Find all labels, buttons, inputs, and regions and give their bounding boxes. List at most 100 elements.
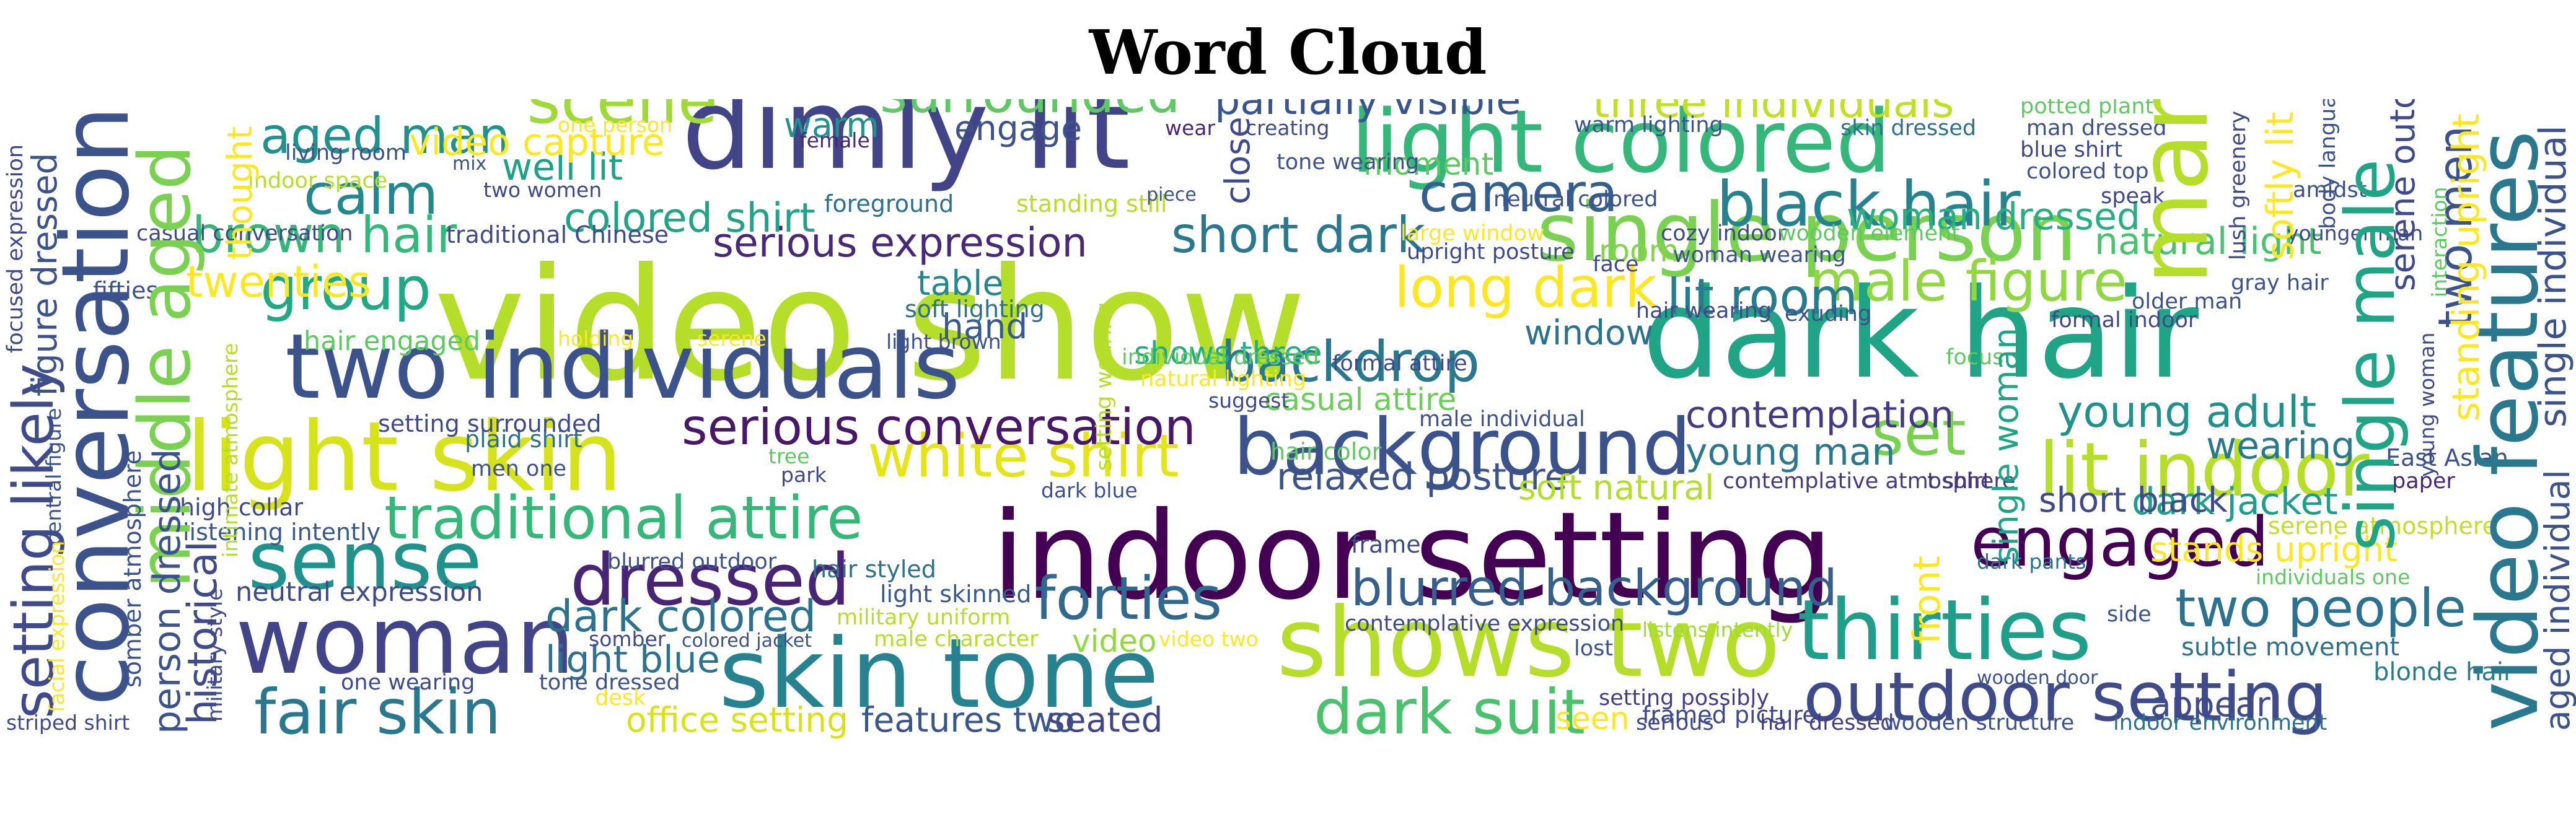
word-body-language: body language xyxy=(2316,99,2341,229)
word-moment: moment xyxy=(1363,146,1494,182)
word-tree: tree xyxy=(768,444,810,468)
word-colored-top: colored top xyxy=(2026,159,2149,184)
word-outdoor-setting: outdoor setting xyxy=(1803,657,2328,737)
word-potted-plant: potted plant xyxy=(2020,99,2154,119)
word-lit-indoor: lit indoor xyxy=(2039,427,2370,514)
word-gray-hair: gray hair xyxy=(2231,271,2329,295)
word-t-shirt: t shirt xyxy=(1927,469,1992,494)
word-fair-skin: fair skin xyxy=(254,676,501,748)
word-skin-dressed: skin dressed xyxy=(1840,116,1977,141)
word-warm-lighting: warm lighting xyxy=(1574,113,1723,138)
word-speak: speak xyxy=(2101,184,2165,209)
word-military-style: military style xyxy=(203,588,227,722)
word-hair-engaged: hair engaged xyxy=(304,326,481,357)
word-paper: paper xyxy=(2392,469,2455,494)
word-camera: camera xyxy=(1419,163,1618,224)
word-neutral-colored: neutral colored xyxy=(1493,187,1658,212)
word-man-dressed: man dressed xyxy=(2026,116,2167,141)
word-relaxed-posture: relaxed posture xyxy=(1277,455,1568,499)
word-male-individual: male individual xyxy=(1419,407,1585,432)
word-facial-expression: facial expression xyxy=(45,540,69,712)
word-fifties: fifties xyxy=(93,277,159,304)
word-light-skinned: light skinned xyxy=(880,580,1032,608)
word-calm: calm xyxy=(304,162,439,227)
word-neutral-expression: neutral expression xyxy=(235,577,483,608)
word-blue-shirt: blue shirt xyxy=(2020,138,2123,162)
word-subtle-movement: subtle movement xyxy=(2181,633,2400,662)
word-indoor-space: indoor space xyxy=(248,168,388,193)
word-seated: seated xyxy=(1047,700,1163,740)
word-hair-color: hair color xyxy=(1270,438,1382,465)
word-plaid-shirt: plaid shirt xyxy=(465,426,582,453)
word-holding: holding xyxy=(558,326,634,351)
word-group: group xyxy=(260,255,431,323)
word-cloud: video show indoor setting dark hair dimly l… xyxy=(0,99,2576,840)
word-focus: focus xyxy=(1946,345,2004,370)
word-seen: seen xyxy=(1555,701,1630,737)
word-soft-natural: soft natural xyxy=(1518,468,1715,507)
word-light-brown: light brown xyxy=(886,330,1001,354)
word-serious: serious xyxy=(1636,711,1714,735)
word-central-figure: central figure xyxy=(42,408,66,545)
word-man: man xyxy=(2117,99,2230,285)
word-warm: warm xyxy=(784,105,879,145)
word-two-individuals: two individuals xyxy=(285,315,961,419)
word-striped-shirt: striped shirt xyxy=(6,711,130,735)
word-upright-posture: upright posture xyxy=(1407,240,1575,265)
word-light-blue: light blue xyxy=(545,638,720,681)
word-listening-intently: listening intently xyxy=(183,518,381,546)
word-room: room xyxy=(1599,233,1679,269)
word-serene-outdoor: serene outdoor xyxy=(2383,99,2422,291)
word-tone-dressed: tone dressed xyxy=(539,670,680,695)
word-wearing: wearing xyxy=(2206,424,2355,468)
word-forties: forties xyxy=(1035,565,1223,633)
word-frame: frame xyxy=(1351,531,1421,558)
word-colored-shirt: colored shirt xyxy=(564,195,815,242)
word-contemplative-expression: contemplative expression xyxy=(1345,611,1625,636)
word-aged-man: aged man xyxy=(260,107,510,165)
word-setting-wearing: setting wearing xyxy=(1092,302,1117,471)
word-scene: scene xyxy=(527,99,718,138)
word-serious-conversation: serious conversation xyxy=(682,398,1196,456)
word-framed-picture: framed picture xyxy=(1642,701,1817,728)
word-wooden-element: wooden element xyxy=(1778,221,1960,246)
word-serene: serene xyxy=(697,326,767,351)
word-dark-pants: dark pants xyxy=(1977,549,2086,574)
word-appear: appear xyxy=(2150,685,2270,724)
word-serious-expression: serious expression xyxy=(713,220,1088,266)
word-piece: piece xyxy=(1146,184,1197,206)
word-three-individuals: three individuals xyxy=(1593,99,1954,128)
word-lit-room: lit room xyxy=(1667,268,1858,326)
word-wooden-door: wooden door xyxy=(1977,667,2098,689)
word-amidst: amidst xyxy=(2293,178,2367,203)
word-single-individual: single individual xyxy=(2531,125,2575,427)
word-stands-upright: stands upright xyxy=(2150,530,2398,569)
word-hair-dressed: hair dressed xyxy=(1760,711,1894,735)
word-hair-wearing: hair wearing xyxy=(1636,299,1772,323)
word-single-person: single person xyxy=(1537,185,2077,279)
word-two-people: two people xyxy=(2175,578,2466,639)
word-exuding: exuding xyxy=(1785,302,1872,326)
word-east-asian: East Asian xyxy=(2386,444,2508,471)
word-thought: thought xyxy=(220,126,260,260)
word-young-man: young man xyxy=(1686,431,1896,474)
word-casual-attire: casual attire xyxy=(1264,382,1457,418)
word-standing-upright: standing upright xyxy=(2445,113,2488,421)
word-two-women: two women xyxy=(483,178,602,202)
word-one-wearing: one wearing xyxy=(341,670,475,695)
word-light-colored: light colored xyxy=(1351,99,1891,193)
word-set: set xyxy=(1871,397,1966,470)
word-dimly-lit: dimly lit xyxy=(682,99,1130,195)
word-wear: wear xyxy=(1165,116,1216,140)
word-individual-dressed: individual dressed xyxy=(1122,345,1319,370)
word-woman-dressed: woman dressed xyxy=(1847,195,2140,238)
word-male-character: male character xyxy=(874,627,1039,652)
word-tone-wearing: tone wearing xyxy=(1277,150,1420,175)
word-interaction: interaction xyxy=(2427,186,2451,297)
word-blurred-outdoor: blurred outdoor xyxy=(607,549,777,574)
word-focused-expression: focused expression xyxy=(3,144,28,353)
word-shows-two: shows two xyxy=(1277,587,1780,699)
word-blurred-background: blurred background xyxy=(1351,559,1837,617)
word-young-adult: young adult xyxy=(2057,387,2317,437)
word-hair-styled: hair styled xyxy=(812,556,936,583)
